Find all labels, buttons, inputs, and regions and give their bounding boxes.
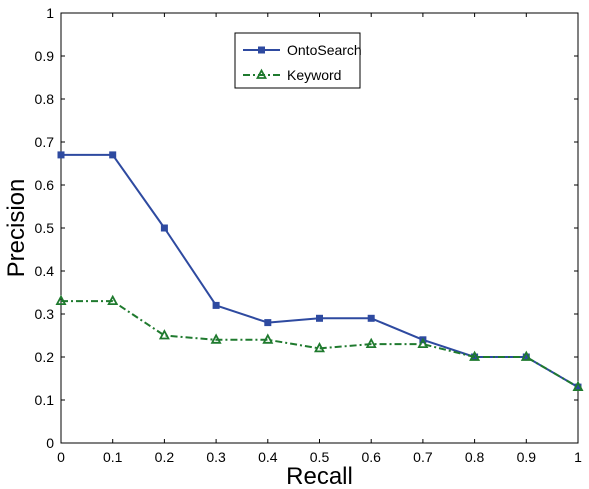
y-axis-title: Precision (3, 179, 30, 278)
x-tick-label: 0.7 (413, 449, 433, 465)
series-layer (55, 151, 584, 392)
series-line-keyword (61, 300, 579, 388)
legend-box (234, 32, 361, 89)
data-point-keyword (417, 337, 429, 349)
data-point-keyword (365, 337, 377, 349)
y-tick-label: 0.7 (35, 134, 55, 150)
legend-label-ontosearch: OntoSearch (287, 42, 362, 58)
x-axis-title: Recall (286, 463, 353, 489)
data-point-keyword (55, 294, 67, 306)
legend-marker-keyword (256, 68, 267, 79)
y-tick-label: 0 (46, 435, 54, 451)
x-tick-label: 0.1 (103, 449, 123, 465)
data-point-keyword (520, 350, 532, 361)
data-point-keyword (314, 341, 325, 353)
x-tick-label: 0.9 (517, 449, 537, 465)
axis-ticks: 0 0.1 0.2 0.3 0.4 0.5 0.6 0.7 0.8 0.9 1 0 0.1 0.2 0.3 0… (35, 5, 583, 465)
x-tick-label: 0.8 (465, 449, 485, 465)
y-tick-label: 0.4 (35, 263, 55, 279)
data-point-ontosearch (264, 319, 272, 327)
legend: OntoSearch Keyword (234, 32, 362, 89)
x-tick-label: 0.5 (310, 449, 330, 465)
data-point-ontosearch (367, 314, 375, 322)
data-point-ontosearch (160, 224, 168, 232)
data-point-ontosearch (316, 314, 323, 322)
data-point-ontosearch (57, 151, 65, 159)
x-tick-label: 0 (57, 449, 65, 465)
data-point-keyword (210, 333, 222, 344)
y-tick-label: 0.2 (35, 349, 55, 365)
x-tick-label: 0.2 (155, 449, 175, 465)
data-point-keyword (572, 380, 584, 392)
legend-label-keyword: Keyword (287, 67, 341, 83)
x-tick-label: 0.6 (361, 449, 381, 465)
data-point-ontosearch (109, 151, 117, 159)
data-point-ontosearch (212, 301, 220, 309)
y-tick-label: 1 (46, 5, 54, 21)
y-tick-label: 0.9 (35, 48, 55, 64)
y-tick-label: 0.1 (35, 392, 55, 408)
x-tick-label: 0.4 (258, 449, 278, 465)
legend-marker-ontosearch (258, 46, 265, 54)
data-point-keyword (158, 329, 170, 340)
data-point-keyword (107, 294, 119, 306)
y-tick-label: 0.6 (35, 177, 55, 193)
y-tick-label: 0.8 (35, 91, 55, 107)
data-point-keyword (469, 350, 481, 361)
y-tick-label: 0.5 (35, 220, 55, 236)
x-tick-label: 0.3 (206, 449, 226, 465)
y-tick-label: 0.3 (35, 306, 55, 322)
data-point-keyword (262, 333, 274, 344)
x-tick-label: 1 (574, 449, 582, 465)
